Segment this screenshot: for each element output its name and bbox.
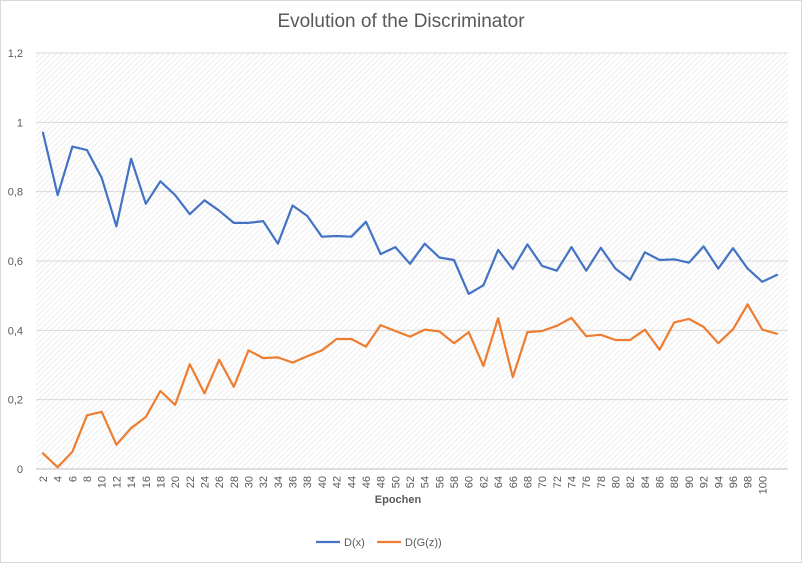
legend-label: D(x) — [344, 537, 365, 549]
x-tick-label: 36 — [288, 476, 300, 488]
x-tick-label: 76 — [581, 476, 593, 488]
x-axis: 2 4 6 8 10 12 14 16 18 20 22 24 26 28 30 32 34 36 38 40 42 44… — [38, 476, 769, 494]
x-tick-label: 30 — [244, 476, 256, 488]
x-tick-label: 92 — [699, 476, 711, 488]
legend-label: D(G(z)) — [405, 537, 442, 549]
x-tick-label: 74 — [566, 476, 578, 488]
y-axis: 0 0,2 0,4 0,6 0,8 1 1,2 — [8, 48, 23, 476]
x-tick-label: 70 — [537, 476, 549, 488]
y-tick-label: 0 — [17, 464, 23, 476]
x-tick-label: 18 — [155, 476, 167, 488]
x-tick-label: 10 — [97, 476, 109, 488]
y-tick-label: 0,8 — [8, 187, 23, 199]
y-tick-label: 1 — [17, 117, 23, 129]
y-tick-label: 0,2 — [8, 395, 23, 407]
series-line-dx — [41, 131, 779, 295]
x-tick-label: 20 — [170, 476, 182, 488]
x-tick-label: 86 — [655, 476, 667, 488]
x-tick-label: 32 — [258, 476, 270, 488]
x-tick-label: 56 — [434, 476, 446, 488]
x-tick-label: 6 — [67, 476, 79, 482]
x-tick-label: 8 — [82, 476, 94, 482]
x-tick-label: 24 — [199, 476, 211, 488]
x-tick-label: 44 — [346, 476, 358, 488]
x-tick-label: 46 — [361, 476, 373, 488]
x-tick-label: 64 — [493, 476, 505, 488]
x-tick-label: 90 — [684, 476, 696, 488]
grid-lines — [36, 52, 788, 470]
x-tick-label: 100 — [757, 476, 769, 494]
x-tick-label: 22 — [185, 476, 197, 488]
y-tick-label: 0,4 — [8, 325, 23, 337]
x-tick-label: 28 — [229, 476, 241, 488]
x-tick-label: 26 — [214, 476, 226, 488]
x-tick-label: 80 — [611, 476, 623, 488]
y-tick-label: 0,6 — [8, 256, 23, 268]
x-tick-label: 82 — [625, 476, 637, 488]
x-axis-label: Epochen — [375, 494, 422, 506]
x-tick-label: 12 — [111, 476, 123, 488]
x-tick-label: 38 — [302, 476, 314, 488]
x-tick-label: 50 — [390, 476, 402, 488]
x-tick-label: 62 — [478, 476, 490, 488]
x-tick-label: 72 — [552, 476, 564, 488]
x-tick-label: 34 — [273, 476, 285, 488]
x-tick-label: 52 — [405, 476, 417, 488]
x-tick-label: 42 — [332, 476, 344, 488]
x-tick-label: 84 — [640, 476, 652, 488]
x-tick-label: 68 — [522, 476, 534, 488]
x-tick-label: 78 — [596, 476, 608, 488]
x-tick-label: 14 — [126, 476, 138, 488]
x-tick-label: 2 — [38, 476, 50, 482]
x-tick-label: 66 — [508, 476, 520, 488]
x-tick-label: 60 — [464, 476, 476, 488]
x-tick-label: 98 — [743, 476, 755, 488]
x-tick-label: 40 — [317, 476, 329, 488]
y-tick-label: 1,2 — [8, 48, 23, 60]
x-tick-label: 88 — [669, 476, 681, 488]
x-tick-label: 48 — [376, 476, 388, 488]
legend: D(x) D(G(z)) — [316, 537, 442, 549]
series-layer — [41, 131, 779, 469]
x-tick-label: 58 — [449, 476, 461, 488]
x-tick-label: 96 — [728, 476, 740, 488]
x-tick-label: 16 — [141, 476, 153, 488]
x-tick-label: 54 — [420, 476, 432, 488]
x-tick-label: 4 — [53, 476, 65, 482]
x-tick-label: 94 — [713, 476, 725, 488]
series-line-dgz — [41, 303, 779, 469]
chart-title: Evolution of the Discriminator — [277, 11, 525, 32]
